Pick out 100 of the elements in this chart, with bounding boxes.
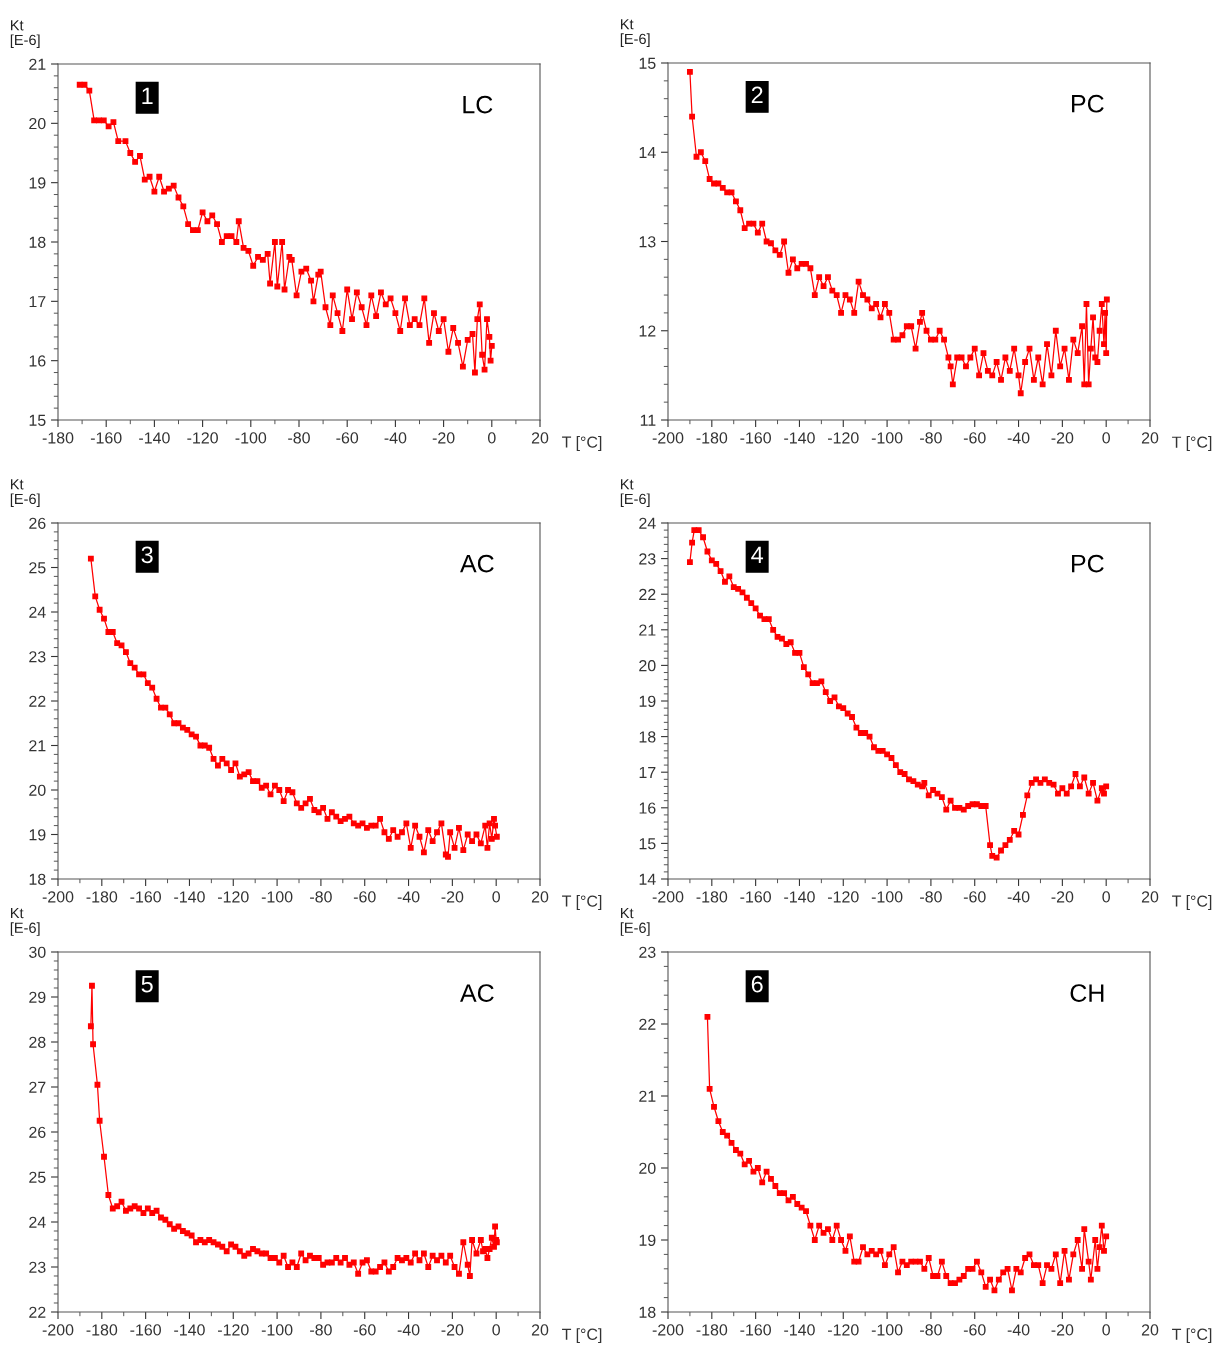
x-tick-label: -140: [139, 432, 170, 444]
y-tick-label: 14: [639, 147, 656, 159]
x-tick-label: -180: [696, 432, 728, 444]
x-tick-label: -80: [920, 891, 942, 903]
y-tick-label: 21: [639, 624, 656, 636]
x-tick-label: -180: [86, 891, 118, 903]
x-tick-label: -80: [920, 432, 942, 444]
x-tick-label: -100: [261, 891, 293, 903]
y-axis-title: Kt [E-6]: [620, 908, 650, 936]
x-axis-title: T [°C]: [1172, 436, 1212, 451]
y-tick-label: 18: [639, 1306, 656, 1318]
x-tick-label: -200: [652, 891, 684, 903]
x-tick-label: -100: [261, 1324, 293, 1336]
y-tick-label: 20: [639, 1162, 656, 1174]
x-tick-label: -160: [130, 891, 161, 903]
x-tick-label: -200: [652, 432, 684, 444]
y-tick-label: 22: [639, 588, 656, 600]
y-tick-label: 11: [640, 414, 656, 426]
x-tick-label: -20: [441, 1324, 464, 1336]
x-tick-label: -80: [310, 891, 332, 903]
y-axis-title: Kt [E-6]: [10, 20, 40, 48]
x-tick-label: -160: [740, 432, 771, 444]
y-tick-label: 27: [29, 1081, 46, 1093]
y-tick-label: 22: [29, 695, 46, 707]
x-axis-title: T [°C]: [1172, 895, 1212, 910]
x-tick-label: -20: [441, 891, 464, 903]
x-tick-label: -60: [963, 891, 986, 903]
y-tick-label: 26: [29, 1126, 46, 1138]
y-tick-label: 22: [29, 1306, 46, 1318]
x-tick-label: 0: [1102, 1324, 1110, 1336]
x-tick-label: -120: [828, 432, 859, 444]
x-axis-title: T [°C]: [562, 436, 602, 451]
y-tick-label: 19: [29, 829, 46, 841]
x-tick-label: 20: [1141, 1324, 1159, 1336]
x-tick-label: -140: [784, 891, 815, 903]
y-tick-label: 20: [639, 660, 656, 672]
x-tick-label: 20: [1141, 891, 1159, 903]
x-axis-title: T [°C]: [562, 1328, 602, 1344]
x-tick-label: 0: [492, 891, 500, 903]
x-tick-label: -180: [86, 1324, 118, 1336]
x-tick-label: -200: [42, 891, 74, 903]
annotation: LC: [463, 95, 493, 114]
y-tick-label: 14: [639, 873, 656, 885]
y-tick-label: 16: [639, 802, 656, 814]
y-tick-label: 25: [29, 1171, 46, 1183]
annotation: PC: [1072, 554, 1104, 573]
x-tick-label: -80: [920, 1324, 942, 1336]
x-tick-label: -60: [336, 432, 359, 444]
x-tick-label: -180: [42, 432, 74, 444]
x-tick-label: -20: [1051, 1324, 1074, 1336]
y-tick-label: 29: [29, 991, 46, 1003]
y-tick-label: 24: [29, 606, 46, 618]
y-tick-label: 23: [639, 553, 656, 565]
y-tick-label: 23: [29, 651, 46, 663]
y-tick-label: 26: [29, 517, 46, 529]
x-tick-label: -160: [740, 1324, 771, 1336]
y-tick-label: 23: [639, 946, 656, 958]
x-tick-label: -100: [871, 432, 903, 444]
x-tick-label: -60: [353, 891, 376, 903]
x-tick-label: -140: [784, 432, 815, 444]
x-tick-label: -160: [90, 432, 122, 444]
x-axis-title: T [°C]: [1172, 1328, 1212, 1344]
y-tick-label: 20: [29, 117, 46, 130]
x-tick-label: -180: [696, 891, 728, 903]
y-tick-label: 12: [639, 325, 656, 337]
annotation: CH: [1070, 984, 1104, 1002]
y-tick-label: 15: [639, 838, 656, 850]
y-tick-label: 19: [639, 1234, 656, 1246]
x-axis-title: T [°C]: [562, 895, 602, 910]
y-axis-title: Kt [E-6]: [620, 19, 650, 47]
x-tick-label: 20: [1141, 432, 1159, 444]
y-tick-label: 19: [639, 695, 656, 707]
y-tick-label: 17: [29, 296, 46, 308]
y-axis-title: Kt [E-6]: [10, 479, 40, 507]
x-tick-label: -160: [740, 891, 771, 903]
y-tick-label: 15: [639, 57, 656, 69]
x-tick-label: -20: [1051, 891, 1074, 903]
y-tick-label: 25: [29, 562, 46, 574]
x-tick-label: -120: [218, 891, 249, 903]
y-axis-title: Kt [E-6]: [620, 479, 650, 507]
annotation: 5: [141, 976, 153, 993]
x-tick-label: -20: [432, 432, 455, 444]
x-tick-label: 0: [1102, 432, 1110, 444]
x-tick-label: -100: [871, 891, 903, 903]
y-tick-label: 21: [639, 1090, 656, 1102]
x-tick-label: -80: [288, 432, 310, 444]
y-tick-label: 19: [29, 177, 46, 189]
x-tick-label: -20: [1051, 432, 1074, 444]
x-tick-label: -120: [187, 432, 218, 444]
x-tick-label: 20: [531, 1324, 549, 1336]
x-tick-label: 0: [487, 432, 496, 444]
x-tick-label: -60: [963, 1324, 986, 1336]
x-tick-label: -200: [42, 1324, 74, 1336]
x-tick-label: -140: [784, 1324, 815, 1336]
x-tick-label: -40: [1007, 891, 1030, 903]
x-tick-label: -140: [174, 1324, 205, 1336]
x-tick-label: -180: [696, 1324, 728, 1336]
x-tick-label: -100: [235, 432, 267, 444]
y-tick-label: 21: [29, 740, 46, 752]
y-tick-label: 18: [29, 873, 46, 885]
